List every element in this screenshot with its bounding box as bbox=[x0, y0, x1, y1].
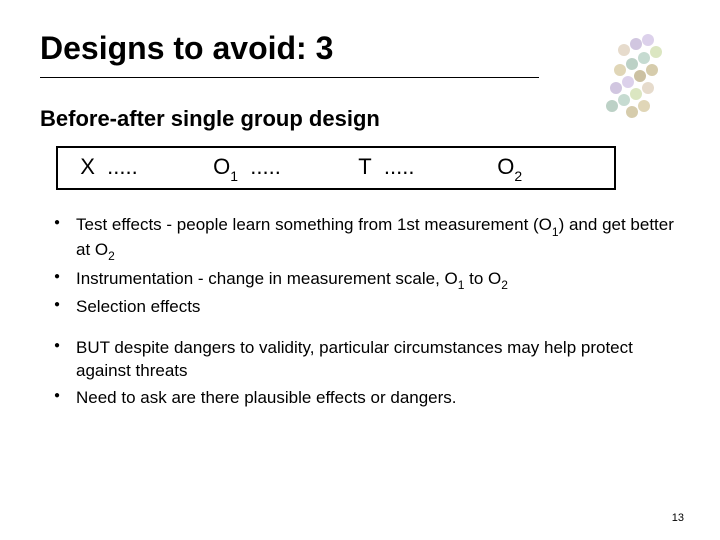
notation-cell-o1: O1 ..... bbox=[197, 148, 336, 188]
notation-cell-t: T ..... bbox=[336, 148, 475, 188]
notation-cell-x: X ..... bbox=[58, 148, 197, 188]
bullet-item: BUT despite dangers to validity, particu… bbox=[50, 337, 680, 383]
bullet-item: Need to ask are there plausible effects … bbox=[50, 387, 680, 410]
bullet-item: Test effects - people learn something fr… bbox=[50, 214, 680, 263]
slide-title: Designs to avoid: 3 bbox=[40, 30, 539, 78]
page-number: 13 bbox=[672, 512, 684, 524]
bullet-list: Test effects - people learn something fr… bbox=[50, 214, 680, 409]
bullet-item: Selection effects bbox=[50, 296, 680, 319]
bullet-item: Instrumentation - change in measurement … bbox=[50, 268, 680, 293]
notation-cell-o2: O2 bbox=[475, 148, 614, 188]
decorative-dots bbox=[560, 30, 670, 125]
design-notation-box: X ..... O1 ..... T ..... O2 bbox=[56, 146, 616, 190]
